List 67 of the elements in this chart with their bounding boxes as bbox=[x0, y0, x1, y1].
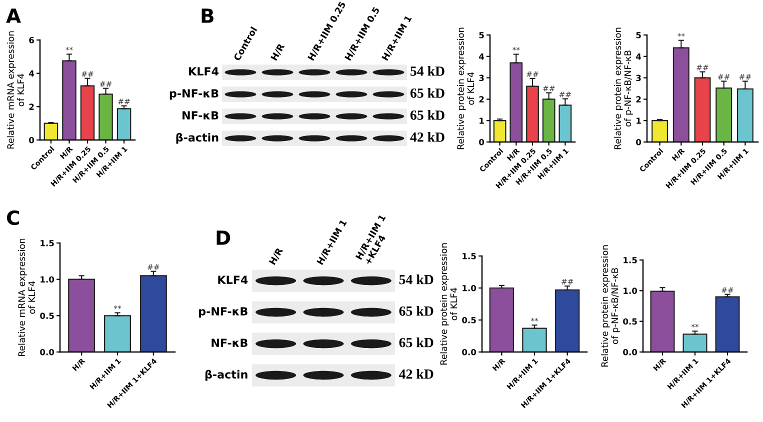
category-label: 65 kD bbox=[399, 338, 434, 348]
y-tick-label: 0 bbox=[479, 138, 484, 146]
y-axis-title: Relative protein expression of p-NF-κB/NF-κB bbox=[614, 28, 633, 150]
y-axis-title: Relative protein expression of p-NF-κB/NF-κB bbox=[601, 245, 620, 367]
category-label: 65 kD bbox=[410, 110, 444, 120]
y-tick-label: 6 bbox=[29, 36, 34, 44]
y-tick-label: 1.0 bbox=[462, 284, 476, 292]
y-axis-title: Relative mRNA expression of KLF4 bbox=[18, 238, 36, 356]
bar bbox=[140, 275, 167, 352]
y-tick-label: 4 bbox=[636, 53, 642, 60]
y-tick-label: 0.5 bbox=[462, 316, 476, 324]
y-tick-label: 5 bbox=[636, 32, 641, 38]
bar bbox=[650, 290, 675, 352]
y-tick-label: 1.5 bbox=[40, 240, 54, 246]
bar bbox=[682, 334, 708, 352]
y-tick-label: 0 bbox=[636, 138, 642, 146]
category-label: p-NF-κB bbox=[199, 307, 248, 318]
bar bbox=[652, 120, 668, 142]
y-tick-label: 2 bbox=[29, 104, 34, 110]
bar bbox=[554, 289, 580, 352]
y-tick-label: 3 bbox=[479, 74, 484, 82]
category-label: KLF4 bbox=[218, 276, 248, 284]
bar bbox=[104, 315, 131, 352]
bar bbox=[493, 120, 506, 142]
category-label: 42 kD bbox=[399, 369, 434, 379]
y-tick-label: 2 bbox=[636, 96, 641, 102]
y-tick-label: 2 bbox=[479, 96, 484, 102]
y-tick-label: 4 bbox=[479, 53, 484, 60]
bar bbox=[116, 108, 132, 140]
category-label: 54 kD bbox=[399, 274, 434, 284]
y-tick-label: 5 bbox=[479, 32, 484, 38]
y-axis-title: Relative protein expression of KLF4 bbox=[457, 28, 474, 150]
y-tick-label: 1.0 bbox=[624, 288, 638, 294]
category-label: NF-κB bbox=[182, 111, 218, 120]
category-label: β-actin bbox=[176, 132, 218, 144]
y-tick-label: 1.5 bbox=[462, 253, 476, 260]
y-axis-title: Relative protein expression of KLF4 bbox=[440, 243, 458, 365]
bar bbox=[715, 296, 740, 352]
y-tick-label: 0.0 bbox=[462, 348, 476, 356]
category-label: 54 kD bbox=[410, 66, 444, 76]
y-tick-label: 0.0 bbox=[40, 348, 54, 356]
y-tick-label: 1.5 bbox=[624, 257, 637, 264]
y-tick-label: 0 bbox=[29, 136, 34, 144]
text: B bbox=[202, 8, 214, 23]
category-label: NF-κB bbox=[212, 338, 248, 347]
y-tick-label: 1 bbox=[480, 118, 484, 124]
y-axis-title: Relative mRNA expression of KLF4 bbox=[7, 31, 24, 149]
category-label: 65 kD bbox=[399, 306, 434, 316]
bar bbox=[68, 278, 96, 352]
category-label: 65 kD bbox=[410, 88, 444, 98]
chart-title: A bbox=[6, 8, 21, 23]
bar bbox=[522, 328, 547, 352]
chart-title: C bbox=[6, 210, 20, 226]
category-label: KLF4 bbox=[189, 67, 219, 76]
y-tick-label: 0.5 bbox=[40, 312, 54, 319]
y-tick-label: 0.0 bbox=[623, 348, 638, 356]
bar bbox=[44, 122, 58, 140]
category-label: 42 kD bbox=[410, 132, 444, 142]
y-tick-label: 1 bbox=[636, 118, 641, 124]
y-tick-label: 3 bbox=[636, 74, 641, 82]
category-label: β-actin bbox=[205, 370, 248, 381]
bar bbox=[489, 287, 514, 352]
category-label: p-NF-κB bbox=[170, 89, 218, 100]
y-tick-label: 0.5 bbox=[623, 318, 637, 325]
y-tick-label: 1.0 bbox=[40, 276, 54, 283]
y-tick-label: 4 bbox=[29, 70, 34, 76]
text: D bbox=[216, 230, 230, 245]
